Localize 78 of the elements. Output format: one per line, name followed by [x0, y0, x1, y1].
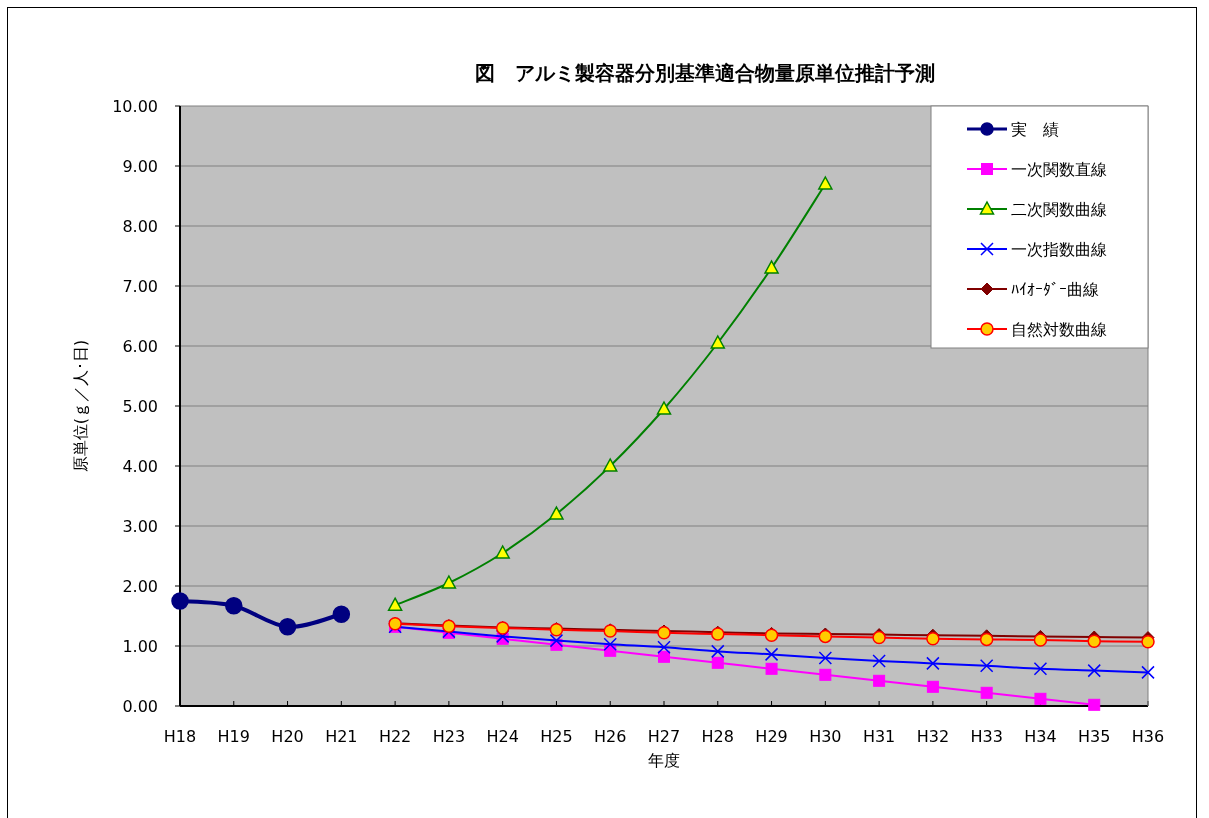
- point: [711, 644, 725, 659]
- y-tick-label: 0.00: [122, 697, 158, 716]
- point: [764, 647, 779, 662]
- x-tick-label: H36: [1131, 727, 1165, 746]
- y-tick-label: 2.00: [122, 577, 158, 596]
- x-tick-label: H30: [809, 727, 842, 746]
- point: [602, 458, 618, 472]
- point: [332, 605, 351, 623]
- point: [1033, 633, 1048, 647]
- point: [872, 654, 886, 668]
- point: [764, 260, 779, 274]
- legend-label: 二次関数曲線: [1011, 200, 1107, 219]
- x-tick-label: H25: [540, 727, 573, 746]
- y-tick-label: 5.00: [122, 397, 158, 416]
- y-tick-label: 7.00: [122, 277, 158, 296]
- legend-label: 自然対数曲線: [1011, 320, 1107, 339]
- y-tick-label: 9.00: [122, 157, 158, 176]
- y-tick-label: 4.00: [122, 457, 158, 476]
- x-axis-title: 年度: [648, 751, 680, 770]
- x-tick-label: H24: [486, 727, 519, 746]
- x-tick-label: H29: [755, 727, 788, 746]
- point: [711, 656, 724, 669]
- point: [387, 597, 403, 611]
- x-tick-label: H22: [378, 727, 412, 746]
- y-tick-label: 6.00: [122, 337, 158, 356]
- x-tick-label: H23: [432, 727, 466, 746]
- point: [603, 637, 617, 651]
- point: [549, 506, 564, 520]
- point: [765, 662, 778, 675]
- point: [225, 597, 243, 615]
- legend-label: 実 績: [1011, 120, 1059, 139]
- x-tick-label: H26: [594, 727, 627, 746]
- point: [1087, 634, 1101, 648]
- point: [818, 176, 833, 190]
- point: [495, 545, 510, 559]
- x-tick-label: H21: [325, 727, 358, 746]
- point: [1141, 635, 1155, 649]
- point: [1141, 665, 1155, 680]
- x-tick-label: H19: [217, 727, 250, 746]
- x-tick-label: H32: [916, 727, 950, 746]
- point: [926, 632, 940, 646]
- point: [926, 656, 940, 671]
- legend-label: ﾊｲｵｰﾀﾞｰ曲線: [1011, 280, 1099, 299]
- point: [1034, 692, 1047, 705]
- point: [549, 633, 564, 648]
- y-tick-label: 8.00: [122, 217, 158, 236]
- point: [873, 674, 886, 687]
- point: [441, 575, 457, 589]
- x-tick-label: H18: [163, 727, 197, 746]
- point: [278, 618, 297, 636]
- point: [1088, 698, 1101, 711]
- point: [1087, 663, 1101, 678]
- x-tick-label: H28: [701, 727, 734, 746]
- x-tick-label: H27: [647, 727, 681, 746]
- x-tick-label: H33: [970, 727, 1003, 746]
- point: [979, 659, 994, 673]
- point: [979, 632, 994, 647]
- point: [926, 680, 939, 693]
- x-tick-label: H34: [1024, 727, 1057, 746]
- point: [171, 592, 189, 610]
- y-tick-label: 3.00: [122, 517, 158, 536]
- chart-title: 図 アルミ製容器分別基準適合物量原単位推計予測: [475, 61, 935, 85]
- point: [1033, 662, 1048, 676]
- x-tick-label: H20: [271, 727, 304, 746]
- point: [980, 686, 993, 699]
- y-tick-label: 10.00: [112, 97, 158, 116]
- point: [710, 335, 726, 349]
- point: [657, 640, 671, 654]
- legend-label: 一次関数直線: [1011, 160, 1107, 179]
- point: [819, 668, 832, 681]
- y-axis-title: 原単位(ｇ／人･日): [71, 339, 90, 473]
- x-tick-label: H35: [1078, 727, 1111, 746]
- y-tick-label: 1.00: [122, 637, 158, 656]
- point: [818, 651, 833, 665]
- x-tick-label: H31: [862, 727, 896, 746]
- point: [658, 650, 670, 663]
- point: [656, 401, 672, 415]
- legend-label: 一次指数曲線: [1011, 240, 1107, 259]
